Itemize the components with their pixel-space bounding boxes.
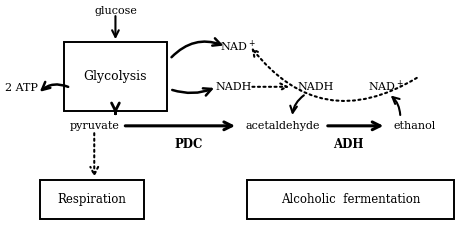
FancyBboxPatch shape [40, 180, 144, 219]
Text: pyruvate: pyruvate [69, 121, 119, 131]
Text: Glycolysis: Glycolysis [84, 70, 147, 83]
Text: acetaldehyde: acetaldehyde [246, 121, 320, 131]
Text: 2 ATP: 2 ATP [5, 83, 38, 93]
Text: PDC: PDC [174, 138, 202, 151]
Text: ADH: ADH [333, 138, 364, 151]
Text: NADH: NADH [215, 82, 251, 92]
Text: NAD$^+$: NAD$^+$ [220, 39, 256, 54]
Text: NADH: NADH [297, 82, 334, 92]
Text: glucose: glucose [94, 6, 137, 16]
FancyBboxPatch shape [64, 42, 167, 111]
Text: Respiration: Respiration [57, 193, 127, 206]
Text: ethanol: ethanol [393, 121, 436, 131]
Text: Alcoholic  fermentation: Alcoholic fermentation [281, 193, 420, 206]
FancyBboxPatch shape [247, 180, 455, 219]
Text: NAD$^+$: NAD$^+$ [368, 79, 404, 94]
